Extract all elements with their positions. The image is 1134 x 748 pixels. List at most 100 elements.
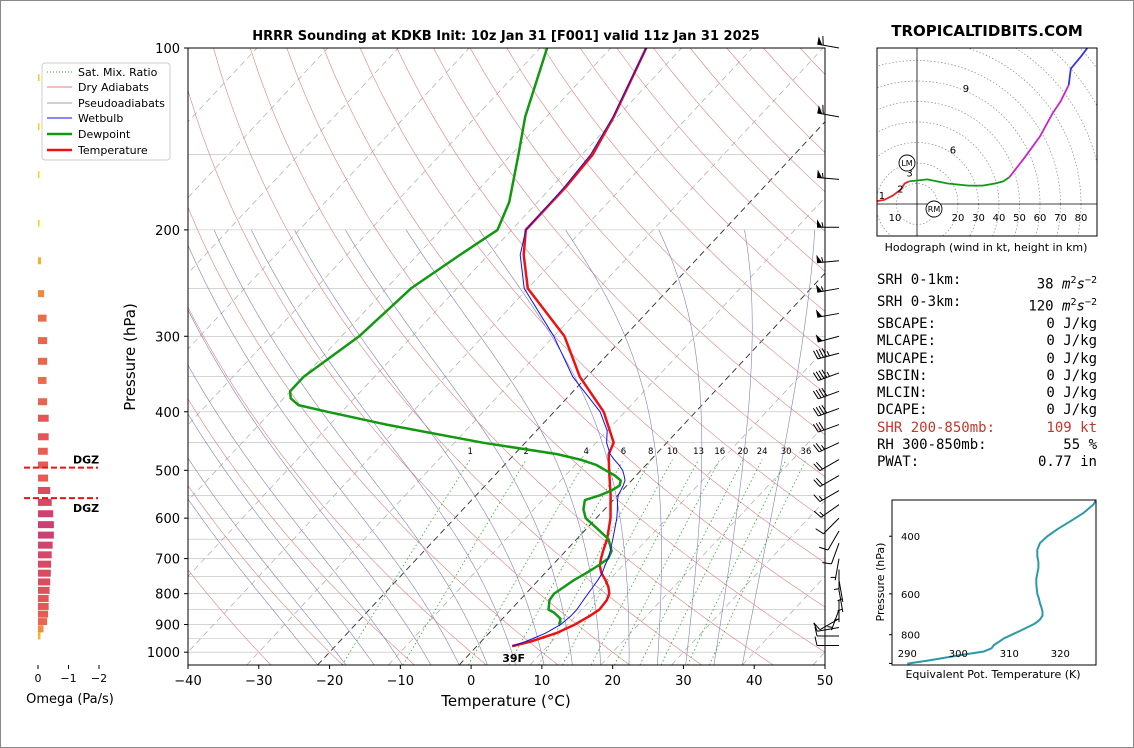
barb-full — [812, 390, 819, 400]
omega-bar — [38, 498, 52, 506]
mixing-ratio-label: 36 — [801, 447, 812, 457]
hodograph-ring-label: 20 — [952, 213, 965, 224]
stat-row: SRH 0-1km: 38 m2s−2 — [877, 272, 1097, 294]
x-tick-label: −40 — [174, 674, 201, 689]
surface-temp-label: 39F — [502, 652, 525, 665]
theta-e-y-label: Pressure (hPa) — [874, 543, 887, 622]
theta-e-y-tick-label: 600 — [901, 590, 920, 601]
barb-full — [821, 348, 827, 357]
omega-bar — [38, 618, 48, 626]
hodograph-segment — [1067, 48, 1088, 86]
dgz-label-bottom: DGZ — [73, 502, 99, 515]
moist-adiabat-line — [405, 229, 601, 665]
y-tick-label: 500 — [155, 464, 180, 479]
isotherm-line — [0, 48, 45, 665]
x-tick-label: 20 — [604, 674, 621, 689]
hodograph-ring-label: 60 — [1034, 213, 1047, 224]
hodograph-height-label: 2 — [897, 185, 903, 196]
omega-bar — [38, 610, 49, 618]
barb-full — [815, 423, 822, 432]
chart-title: HRRR Sounding at KDKB Init: 10z Jan 31 [… — [252, 29, 759, 44]
theta-e-line — [907, 500, 1096, 665]
dry-adiabat-line — [188, 89, 630, 665]
mixing-ratio-label: 1 — [467, 447, 472, 457]
x-tick-label: −20 — [316, 674, 343, 689]
wind-barb — [817, 35, 840, 49]
barb-full — [814, 636, 818, 646]
stat-row: MLCIN: 0 J/kg — [877, 385, 1097, 402]
barb-half — [833, 588, 840, 591]
barb-full — [812, 407, 819, 417]
hodograph-height-label: 9 — [963, 84, 969, 95]
x-tick-label: 30 — [675, 674, 692, 689]
mixing-ratio-label: 16 — [714, 447, 725, 457]
wind-barb — [813, 348, 840, 360]
dry-adiabat-line — [543, 48, 825, 353]
theta-e-y-tick-label: 800 — [901, 631, 920, 642]
stat-row: SBCAPE: 0 J/kg — [877, 316, 1097, 333]
barb-flag — [815, 334, 823, 342]
omega-bar — [38, 376, 47, 384]
barb-shaft — [834, 558, 840, 581]
wind-barb — [812, 421, 840, 433]
omega-bar — [38, 257, 42, 265]
barb-full — [814, 626, 818, 637]
mixing-ratio-label: 8 — [648, 447, 653, 457]
hodograph-segment — [877, 180, 910, 202]
barb-shaft — [817, 626, 840, 632]
hodograph-height-label: 1 — [879, 191, 885, 202]
mixing-ratio-line — [614, 459, 721, 665]
barb-flag — [817, 105, 823, 114]
wind-barb — [817, 169, 840, 180]
wind-barb — [813, 475, 840, 487]
barb-full — [815, 477, 823, 486]
dry-adiabat-line — [359, 48, 825, 564]
mixing-ratio-label: 6 — [621, 447, 626, 457]
theta-e-x-tick-label: 290 — [898, 649, 917, 660]
x-tick-label: 0 — [467, 674, 475, 689]
stat-value: 0.77 in — [1037, 454, 1097, 471]
stat-label: MLCAPE: — [877, 333, 937, 350]
stat-value: 0 J/kg — [1046, 367, 1097, 384]
omega-bar — [38, 461, 49, 469]
omega-bar — [38, 541, 53, 549]
storm-motion-marker — [898, 154, 916, 172]
isotherm-line — [188, 48, 682, 577]
barb-shaft — [823, 517, 840, 535]
stat-value: 55 % — [1063, 436, 1097, 453]
y-tick-label: 300 — [155, 330, 180, 345]
barb-full — [821, 404, 828, 414]
storm-motion-marker — [925, 200, 943, 218]
barb-full — [813, 622, 818, 632]
wind-barb — [813, 622, 840, 632]
stat-label: DCAPE: — [877, 402, 928, 419]
mixing-ratio-label: 4 — [584, 447, 589, 457]
mixing-ratio-label: 20 — [737, 447, 748, 457]
barb-half — [822, 172, 824, 179]
wind-barb — [815, 517, 840, 535]
omega-bar — [38, 595, 49, 603]
omega-bar — [38, 474, 49, 482]
dry-adiabat-line — [579, 48, 825, 312]
y-axis-label: Pressure (hPa) — [121, 303, 139, 411]
wind-barb — [812, 369, 840, 381]
barb-half — [818, 495, 823, 501]
dry-adiabat-line — [188, 306, 487, 665]
wind-barb — [812, 404, 840, 417]
barb-shaft — [819, 490, 840, 502]
wind-barbs — [812, 35, 844, 647]
omega-bar — [38, 632, 41, 640]
mixing-ratio-line — [709, 459, 807, 665]
wind-barb — [837, 580, 844, 602]
x-tick-label: 10 — [534, 674, 551, 689]
y-tick-label: 600 — [155, 512, 180, 527]
hodograph-ring-label: 50 — [1013, 213, 1026, 224]
barb-shaft — [820, 504, 840, 518]
hodograph-label: Hodograph (wind in kt, height in km) — [885, 241, 1088, 254]
moist-adiabat-line — [479, 229, 630, 665]
hodograph-height-label: 6 — [950, 146, 956, 157]
barb-full — [813, 494, 821, 502]
wind-barb — [816, 254, 840, 264]
barb-full — [819, 546, 829, 551]
